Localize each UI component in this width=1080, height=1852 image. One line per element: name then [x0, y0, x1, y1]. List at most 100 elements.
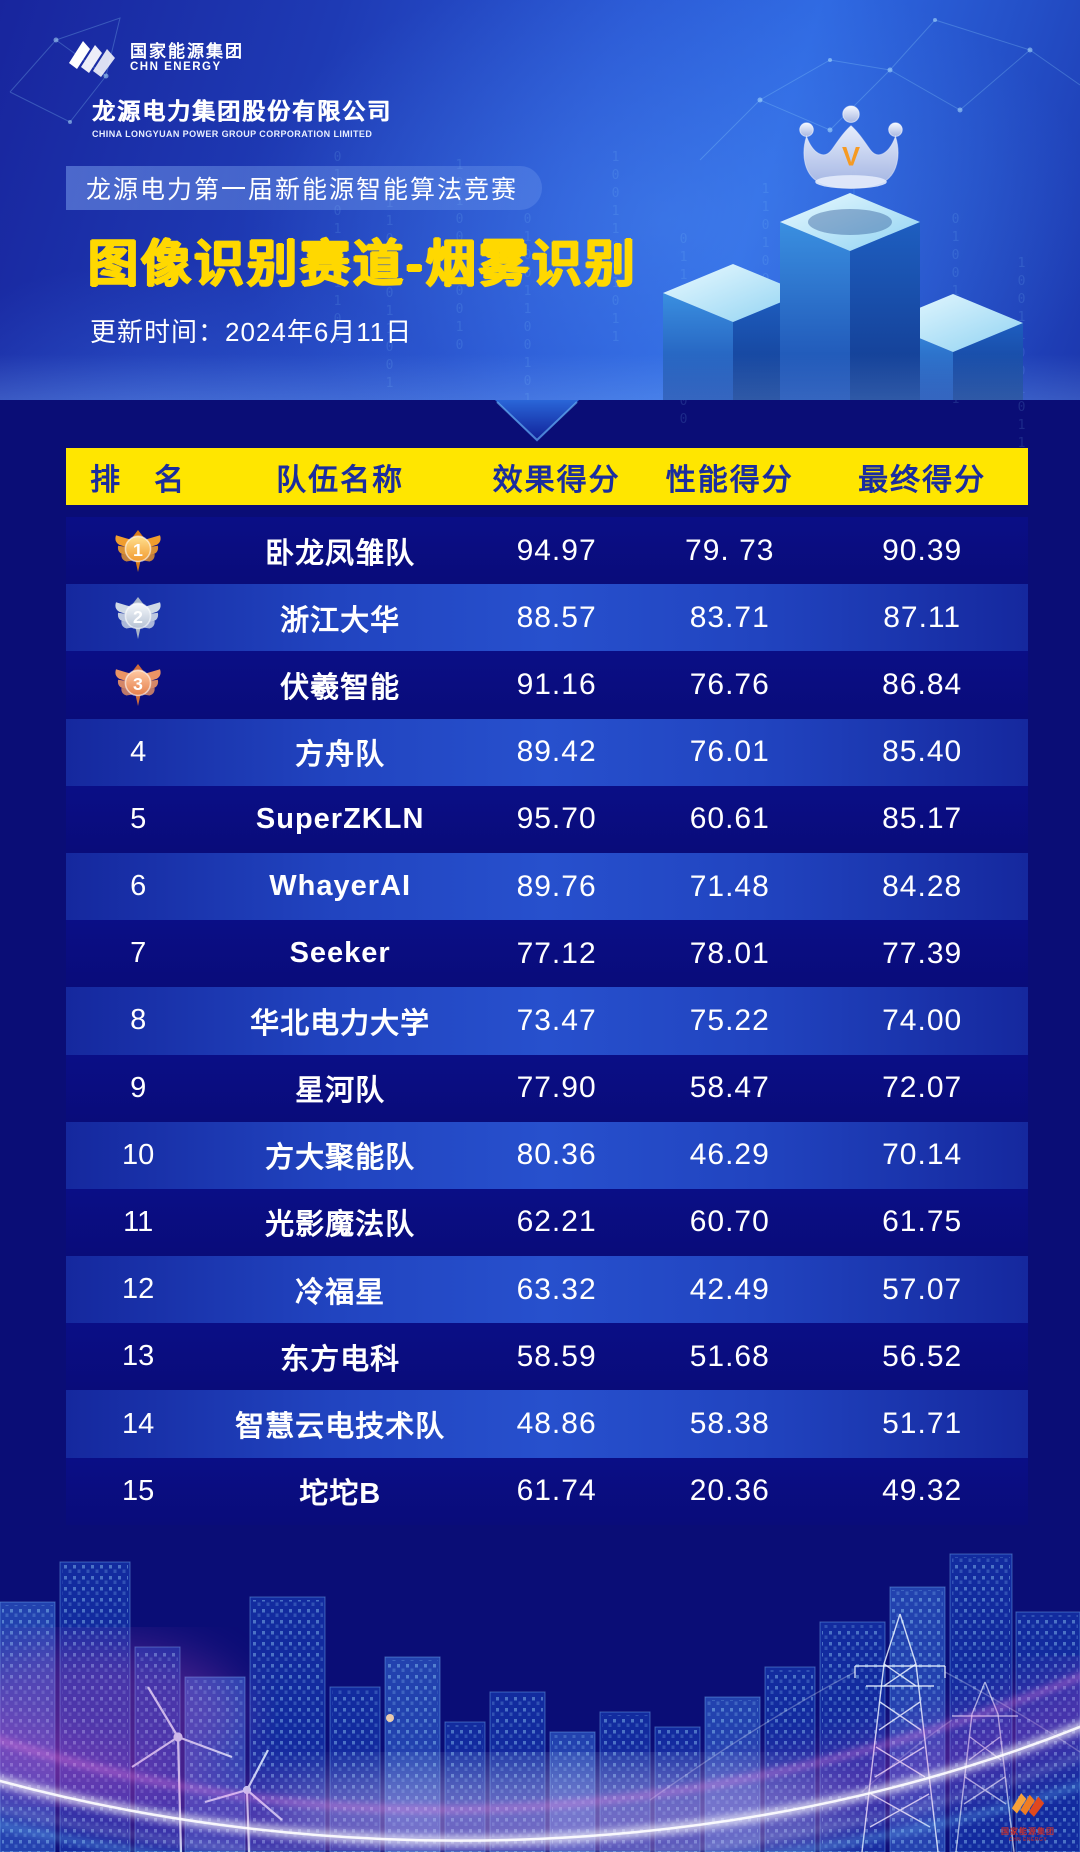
table-row: 4 方舟队 89.42 76.01 85.40: [66, 718, 1028, 786]
rank-cell: 9: [66, 1072, 210, 1105]
team-name: 坨坨B: [299, 1478, 382, 1511]
final-score: 86.84: [882, 667, 963, 701]
performance-score: 79. 73: [685, 533, 775, 567]
binary-column-decoration: 10100110010: [452, 158, 467, 356]
performance-score: 83.71: [689, 600, 770, 634]
rank-number: 4: [130, 735, 147, 768]
header-final: 最终得分: [858, 463, 987, 497]
rank-cell: 1: [66, 529, 210, 573]
medal-bronze-icon: 3: [115, 664, 161, 706]
team-name: WhayerAI: [269, 870, 412, 903]
final-score: 85.40: [882, 735, 963, 769]
crown-icon: V: [799, 105, 903, 189]
table-row: 1 卧龙凤雏队 94.97 79. 73 90.39: [66, 517, 1028, 585]
final-score: 70.14: [882, 1138, 963, 1172]
final-score: 74.00: [882, 1003, 963, 1037]
competition-name: 龙源电力第一届新能源智能算法竞赛: [86, 176, 519, 204]
effect-score: 94.97: [516, 533, 597, 567]
performance-score: 78.01: [689, 936, 770, 970]
rank-cell: 7: [66, 937, 210, 970]
medal-gold-icon: 1: [115, 529, 161, 572]
rank-number: 5: [130, 802, 147, 835]
team-name: SuperZKLN: [255, 802, 425, 835]
competition-name-pill: 龙源电力第一届新能源智能算法竞赛: [66, 166, 542, 210]
performance-score: 76.76: [689, 667, 770, 701]
final-score: 72.07: [882, 1071, 963, 1105]
rank-cell: 10: [66, 1139, 210, 1172]
effect-score: 73.47: [516, 1003, 597, 1037]
effect-score: 58.59: [516, 1339, 597, 1373]
table-row: 11 光影魔法队 62.21 60.70 61.75: [66, 1188, 1028, 1257]
binary-column-decoration: 10011001011: [608, 150, 623, 348]
binary-column-decoration: 11010011001: [382, 196, 397, 394]
team-name: 智慧云电技术队: [235, 1411, 446, 1444]
performance-score: 60.61: [689, 802, 770, 836]
performance-score: 76.01: [689, 735, 770, 769]
table-row: 2 浙江大华 88.57 83.71 87.11: [66, 584, 1028, 652]
rank-number: 10: [122, 1138, 155, 1171]
final-score: 51.71: [882, 1407, 963, 1441]
table-row: 7 Seeker 77.12 78.01 77.39: [66, 920, 1028, 988]
performance-score: 58.47: [689, 1071, 770, 1105]
team-name: 光影魔法队: [265, 1209, 416, 1242]
rank-cell: 15: [66, 1475, 210, 1508]
page-title: 图像识别赛道-烟雾识别: [88, 236, 638, 292]
final-score: 49.32: [882, 1474, 963, 1508]
group-name-en: CHN ENERGY: [130, 61, 222, 74]
table-row: 12 冷福星 63.32 42.49 57.07: [66, 1256, 1028, 1324]
table-row: 10 方大聚能队 80.36 46.29 70.14: [66, 1121, 1028, 1189]
rank-cell: 11: [66, 1206, 210, 1239]
rank-number: 11: [123, 1205, 154, 1238]
effect-score: 89.76: [516, 869, 597, 903]
rank-number: 9: [130, 1071, 147, 1104]
team-name: 冷福星: [295, 1276, 386, 1309]
final-score: 61.75: [882, 1205, 963, 1239]
final-score: 57.07: [882, 1272, 963, 1306]
hero-banner: 01101001100 11010011001 10100110010 0100110…: [0, 0, 1080, 454]
rank-number: 8: [130, 1004, 147, 1037]
team-name: 伏羲智能: [280, 671, 401, 704]
table-row: 5 SuperZKLN 95.70 60.61 85.17: [66, 785, 1028, 853]
team-name: 星河队: [295, 1075, 386, 1108]
rank-cell: 13: [66, 1340, 210, 1373]
performance-score: 71.48: [689, 869, 770, 903]
rank-cell: 5: [66, 803, 210, 836]
rank-cell: 12: [66, 1273, 210, 1306]
chn-energy-logo-icon: [69, 41, 115, 77]
effect-score: 77.12: [516, 936, 597, 970]
table-row: 8 华北电力大学 73.47 75.22 74.00: [66, 987, 1028, 1055]
rank-number: 7: [130, 937, 147, 970]
effect-score: 77.90: [516, 1071, 597, 1105]
svg-text:2: 2: [133, 607, 143, 627]
final-score: 56.52: [882, 1339, 963, 1373]
table-row: 9 星河队 77.90 58.47 72.07: [66, 1054, 1028, 1122]
footer-logo-text-cn: 国家能源集团: [1001, 1827, 1055, 1836]
svg-text:1: 1: [133, 540, 143, 560]
effect-score: 61.74: [516, 1474, 597, 1508]
chn-energy-footer-logo-icon: [1011, 1793, 1045, 1817]
header-performance: 性能得分: [665, 463, 794, 497]
effect-score: 89.42: [516, 735, 597, 769]
brand-logo-block: 国家能源集团 CHN ENERGY 龙源电力集团股份有限公司 CHINA LON…: [66, 36, 392, 139]
performance-score: 20.36: [689, 1474, 770, 1508]
rank-cell: 8: [66, 1004, 210, 1037]
effect-score: 88.57: [516, 600, 597, 634]
final-score: 77.39: [882, 936, 963, 970]
rank-number: 6: [130, 870, 147, 903]
table-header-row: 排 名 队伍名称 效果得分 性能得分 最终得分: [66, 448, 1028, 505]
effect-score: 95.70: [516, 802, 597, 836]
effect-score: 62.21: [516, 1205, 597, 1239]
rank-number: 15: [122, 1474, 155, 1507]
svg-text:3: 3: [133, 674, 143, 694]
final-score: 84.28: [882, 869, 963, 903]
final-score: 85.17: [882, 802, 963, 836]
effect-score: 48.86: [516, 1407, 597, 1441]
team-name: Seeker: [289, 937, 391, 970]
crown-letter: V: [842, 141, 860, 171]
performance-score: 75.22: [689, 1003, 770, 1037]
table-row: 3 伏羲智能 91.16 76.76 86.84: [66, 651, 1028, 719]
effect-score: 80.36: [516, 1138, 597, 1172]
performance-score: 60.70: [689, 1205, 770, 1239]
team-name: 东方电科: [280, 1343, 401, 1376]
